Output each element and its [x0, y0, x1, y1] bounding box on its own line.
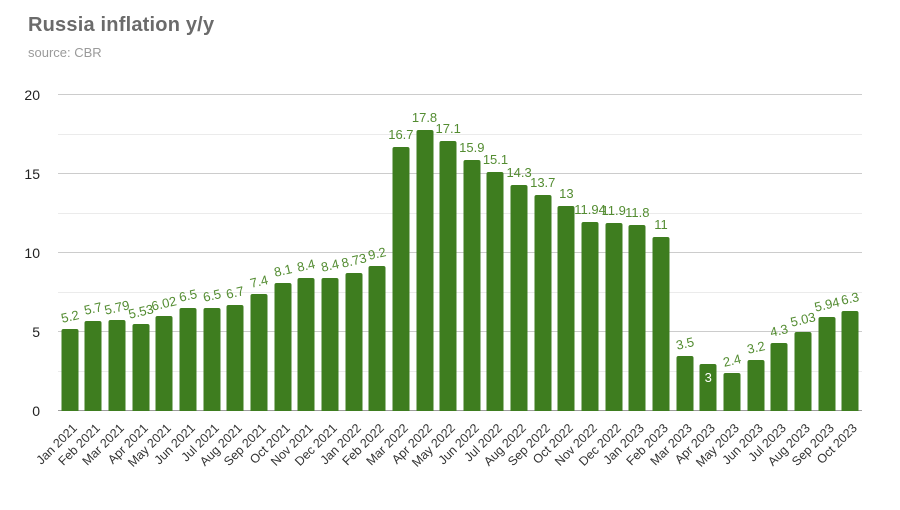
chart-source: source: CBR [28, 45, 102, 60]
bar-sep-2021[interactable] [250, 294, 268, 411]
bar-oct-2022[interactable] [557, 205, 575, 411]
bar-value-label: 6.02 [150, 293, 179, 314]
bar-apr-2023[interactable] [699, 363, 717, 411]
bar-value-label: 6.5 [177, 286, 199, 306]
bar-value-label: 5.03 [788, 308, 817, 330]
x-axis-baseline [58, 410, 862, 411]
bar-value-label: 8.1 [272, 261, 294, 280]
bar-value-label: 7.4 [248, 272, 270, 291]
bar-may-2021[interactable] [155, 315, 173, 411]
gridline-major [58, 94, 862, 95]
bar-value-label: 13 [559, 185, 574, 201]
chart-title: Russia inflation y/y [28, 14, 215, 36]
bar-jul-2022[interactable] [486, 172, 504, 411]
y-axis: 0 5 10 15 20 [0, 87, 50, 419]
bar-aug-2021[interactable] [226, 305, 244, 411]
bar-mar-2021[interactable] [108, 319, 126, 411]
bar-feb-2023[interactable] [652, 237, 670, 411]
bar-feb-2021[interactable] [84, 320, 102, 411]
bar-aug-2023[interactable] [794, 331, 812, 411]
gridline-minor [58, 133, 862, 135]
bar-value-label: 11.8 [625, 204, 650, 220]
bar-jul-2023[interactable] [770, 343, 788, 411]
bar-may-2022[interactable] [439, 140, 457, 411]
bar-value-label: 8.4 [319, 256, 341, 276]
bar-value-label: 5.94 [812, 294, 841, 315]
bar-jun-2023[interactable] [747, 360, 765, 411]
gridline-major [58, 173, 862, 174]
bar-value-label: 8.73 [339, 250, 368, 271]
bar-nov-2022[interactable] [581, 222, 599, 411]
bar-mar-2022[interactable] [392, 147, 410, 411]
bar-sep-2023[interactable] [818, 317, 836, 411]
bar-dec-2021[interactable] [321, 278, 339, 411]
bar-apr-2022[interactable] [416, 129, 434, 411]
bar-value-label: 11 [654, 217, 668, 233]
bar-jan-2022[interactable] [345, 273, 363, 411]
bar-value-label: 4.3 [768, 321, 790, 340]
bar-value-label: 3 [704, 369, 712, 385]
gridline-minor [58, 370, 862, 372]
bar-value-label: 15.1 [482, 152, 509, 168]
gridline-major [58, 252, 862, 253]
bar-value-label: 9.2 [366, 243, 388, 263]
gridline-major [58, 331, 862, 332]
bar-value-label: 2.4 [721, 351, 743, 370]
y-axis-tick-label: 10 [24, 245, 40, 261]
bar-value-label: 13.7 [530, 174, 556, 190]
bar-value-label: 3.5 [674, 333, 696, 353]
bar-value-label: 15.9 [459, 139, 485, 155]
gridline-minor [58, 291, 862, 293]
x-axis: Jan 2021 Feb 2021 Mar 2021 Apr 2021 May 2021… [33, 411, 862, 506]
bar-jan-2023[interactable] [628, 224, 646, 411]
gridline-minor [58, 212, 862, 214]
bar-sep-2022[interactable] [534, 194, 552, 411]
bar-value-label: 17.8 [411, 109, 438, 125]
y-axis-tick-label: 20 [24, 87, 40, 103]
bar-dec-2022[interactable] [605, 222, 623, 411]
bar-jun-2021[interactable] [179, 308, 197, 411]
y-axis-tick-label: 0 [32, 403, 40, 419]
bar-oct-2023[interactable] [841, 311, 859, 411]
bar-aug-2022[interactable] [510, 185, 528, 411]
bar-mar-2023[interactable] [676, 355, 694, 411]
bar-value-label: 14.3 [506, 165, 532, 181]
y-axis-tick-label: 5 [32, 324, 40, 340]
y-axis-tick-label: 15 [24, 166, 40, 182]
bar-apr-2021[interactable] [132, 323, 150, 411]
plot-area: 5.2 5.7 5.79 5.53 6.02 6.5 6.5 6.7 7.4 8.1 8.4 8.4 8… [58, 94, 862, 411]
bar-value-label: 11.94 [574, 202, 606, 218]
bar-value-label: 16.7 [388, 127, 414, 143]
bar-may-2023[interactable] [723, 373, 741, 411]
bar-value-label: 3.2 [745, 338, 767, 358]
bar-value-label: 6.3 [839, 289, 861, 309]
bar-jul-2021[interactable] [203, 308, 221, 411]
bar-jan-2021[interactable] [61, 328, 79, 411]
bar-value-label: 6.5 [201, 286, 223, 306]
bar-value-label: 6.7 [224, 283, 246, 302]
bar-feb-2022[interactable] [368, 265, 386, 411]
bar-value-label: 5.2 [59, 307, 81, 326]
bar-value-label: 5.7 [82, 299, 104, 318]
bar-value-label: 17.1 [435, 120, 461, 136]
bar-value-label: 8.4 [295, 256, 317, 276]
bar-value-label: 11.9 [601, 202, 626, 218]
bar-nov-2021[interactable] [297, 278, 315, 411]
bar-oct-2021[interactable] [274, 283, 292, 411]
bar-jun-2022[interactable] [463, 159, 481, 411]
